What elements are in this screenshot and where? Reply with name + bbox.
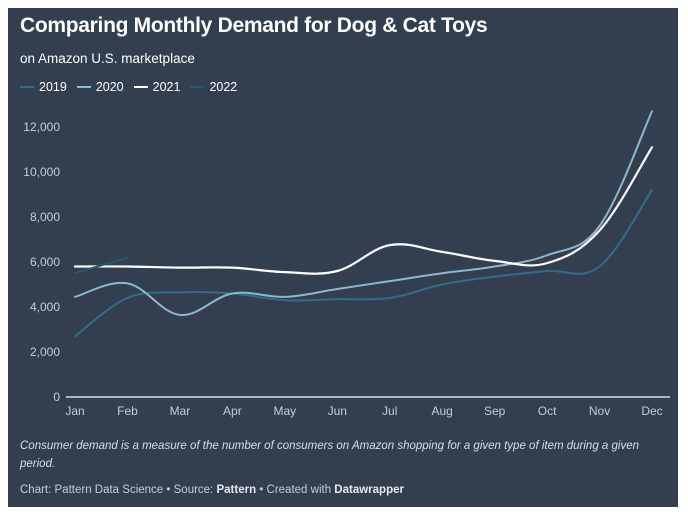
- legend-item-2019: 2019: [20, 80, 67, 94]
- credit-sep-2: •: [259, 484, 264, 496]
- y-axis: 0 2,000 4,000 6,000 8,000 10,000 12,000: [23, 120, 60, 404]
- legend-label-2022: 2022: [209, 80, 238, 94]
- chart-title: Comparing Monthly Demand for Dog & Cat T…: [20, 14, 488, 37]
- x-tick-label: Aug: [432, 404, 453, 418]
- y-tick-label: 12,000: [23, 120, 60, 134]
- credit-sep-1: •: [166, 484, 171, 496]
- legend-label-2020: 2020: [95, 80, 124, 94]
- credit-source-prefix: Source:: [173, 484, 214, 496]
- y-tick-label: 0: [53, 390, 60, 404]
- chart-subtitle: on Amazon U.S. marketplace: [20, 51, 195, 66]
- y-tick-label: 2,000: [30, 345, 60, 359]
- legend-item-2020: 2020: [76, 80, 124, 94]
- credit-source-link[interactable]: Pattern: [216, 484, 257, 496]
- y-tick-label: 6,000: [30, 255, 60, 269]
- x-tick-label: Jan: [65, 404, 84, 418]
- legend-item-2022: 2022: [190, 80, 237, 94]
- legend-swatch-2022: [190, 86, 205, 88]
- legend-item-2021: 2021: [133, 80, 181, 94]
- x-tick-label: Oct: [538, 404, 557, 418]
- legend-swatch-2021: [133, 86, 148, 88]
- legend-swatch-2020: [76, 86, 91, 88]
- legend-swatch-2019: [20, 86, 34, 88]
- y-tick-label: 4,000: [30, 300, 60, 314]
- legend-label-2021: 2021: [152, 80, 181, 94]
- x-tick-label: Apr: [223, 404, 242, 418]
- series-lines: [73, 110, 654, 338]
- x-tick-label: Jul: [382, 404, 397, 418]
- x-tick-label: Feb: [117, 404, 138, 418]
- legend: 2019 2020 2021 2022: [20, 80, 247, 94]
- credit-created-prefix: Created with: [266, 484, 332, 496]
- x-tick-label: Sep: [484, 404, 506, 418]
- x-tick-label: May: [273, 404, 296, 418]
- series-line-2022: [74, 256, 129, 275]
- series-line-2019: [74, 189, 653, 338]
- chart-panel: [8, 8, 678, 507]
- legend-label-2019: 2019: [39, 80, 67, 94]
- x-tick-label: Mar: [170, 404, 191, 418]
- series-line-2021: [73, 146, 654, 275]
- x-tick-label: Dec: [641, 404, 662, 418]
- credit-datawrapper-link[interactable]: Datawrapper: [334, 484, 404, 496]
- credit-line: Chart: Pattern Data Science • Source: Pa…: [20, 484, 404, 496]
- credit-chart: Chart: Pattern Data Science: [20, 484, 164, 496]
- x-tick-label: Nov: [589, 404, 610, 418]
- x-axis: Jan Feb Mar Apr May Jun Jul Aug Sep Oct Nov Dec: [65, 404, 662, 418]
- y-tick-label: 10,000: [23, 165, 60, 179]
- x-tick-label: Jun: [328, 404, 347, 418]
- y-tick-label: 8,000: [30, 210, 60, 224]
- series-line-2020: [74, 110, 653, 316]
- footnote: Consumer demand is a measure of the numb…: [20, 440, 639, 470]
